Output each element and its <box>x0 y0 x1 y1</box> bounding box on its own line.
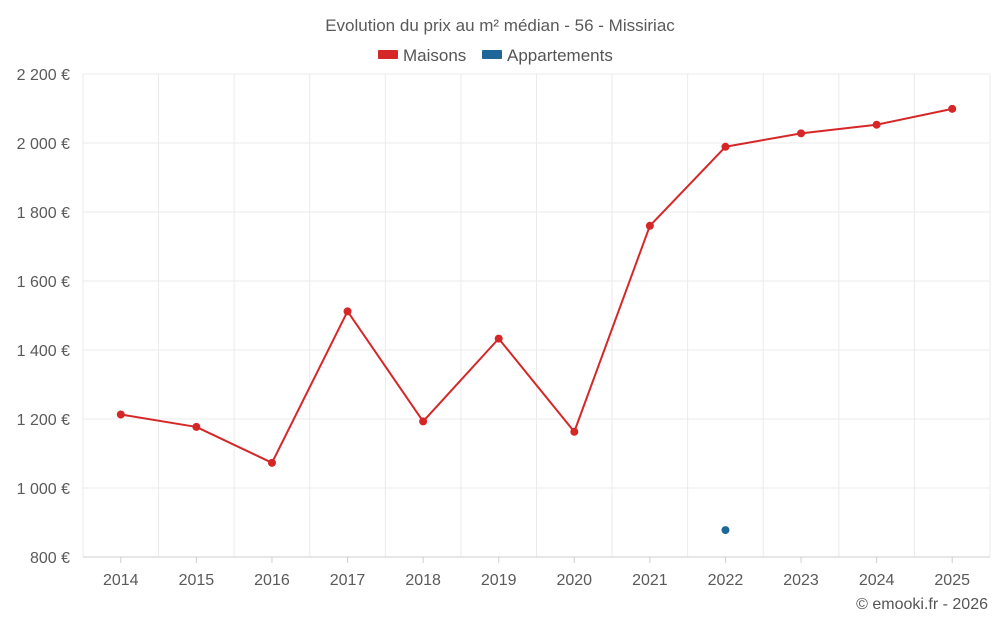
series-appartements <box>721 526 730 535</box>
x-tick-label: 2017 <box>330 572 366 589</box>
data-point[interactable] <box>570 427 579 436</box>
data-point[interactable] <box>116 410 125 419</box>
credit-text: © emooki.fr - 2026 <box>856 596 988 613</box>
legend-item-appartements[interactable]: Appartements <box>482 46 613 65</box>
grid <box>82 73 991 558</box>
chart-title: Evolution du prix au m² médian - 56 - Mi… <box>325 16 675 35</box>
data-point[interactable] <box>645 221 654 230</box>
data-point[interactable] <box>872 120 881 129</box>
x-tick-label: 2014 <box>103 572 139 589</box>
y-tick-label: 1 400 € <box>17 343 70 360</box>
legend-item-maisons[interactable]: Maisons <box>378 46 466 65</box>
series-maisons <box>116 104 957 467</box>
x-tick-label: 2024 <box>859 572 895 589</box>
data-point[interactable] <box>192 422 201 431</box>
x-tick-label: 2015 <box>179 572 215 589</box>
x-tick-label: 2016 <box>254 572 290 589</box>
x-tick-label: 2020 <box>556 572 592 589</box>
y-tick-label: 2 200 € <box>17 67 70 84</box>
data-point[interactable] <box>797 129 806 138</box>
x-tick-label: 2021 <box>632 572 668 589</box>
data-point[interactable] <box>721 526 730 535</box>
x-tick-label: 2025 <box>934 572 970 589</box>
data-point[interactable] <box>343 307 352 316</box>
legend-label-appartements: Appartements <box>507 46 613 65</box>
data-point[interactable] <box>721 142 730 151</box>
y-tick-label: 800 € <box>30 550 70 567</box>
series-line <box>120 107 953 464</box>
axes: 800 € 1 000 € 1 200 € 1 400 € 1 600 € 1 800 €… <box>17 67 990 589</box>
legend-label-maisons: Maisons <box>403 46 466 65</box>
data-point[interactable] <box>419 417 428 426</box>
data-point[interactable] <box>948 104 957 113</box>
y-tick-label: 1 200 € <box>17 412 70 429</box>
legend: Maisons Appartements <box>378 46 613 65</box>
x-tick-label: 2023 <box>783 572 819 589</box>
y-tick-label: 1 000 € <box>17 481 70 498</box>
y-tick-label: 1 800 € <box>17 205 70 222</box>
x-tick-label: 2019 <box>481 572 517 589</box>
y-tick-label: 1 600 € <box>17 274 70 291</box>
series <box>116 104 957 535</box>
data-point[interactable] <box>494 334 503 343</box>
x-tick-label: 2018 <box>405 572 441 589</box>
x-tick-label: 2022 <box>708 572 744 589</box>
data-point[interactable] <box>267 458 276 467</box>
legend-swatch-maisons <box>378 50 398 59</box>
legend-swatch-appartements <box>482 50 502 59</box>
y-tick-label: 2 000 € <box>17 136 70 153</box>
